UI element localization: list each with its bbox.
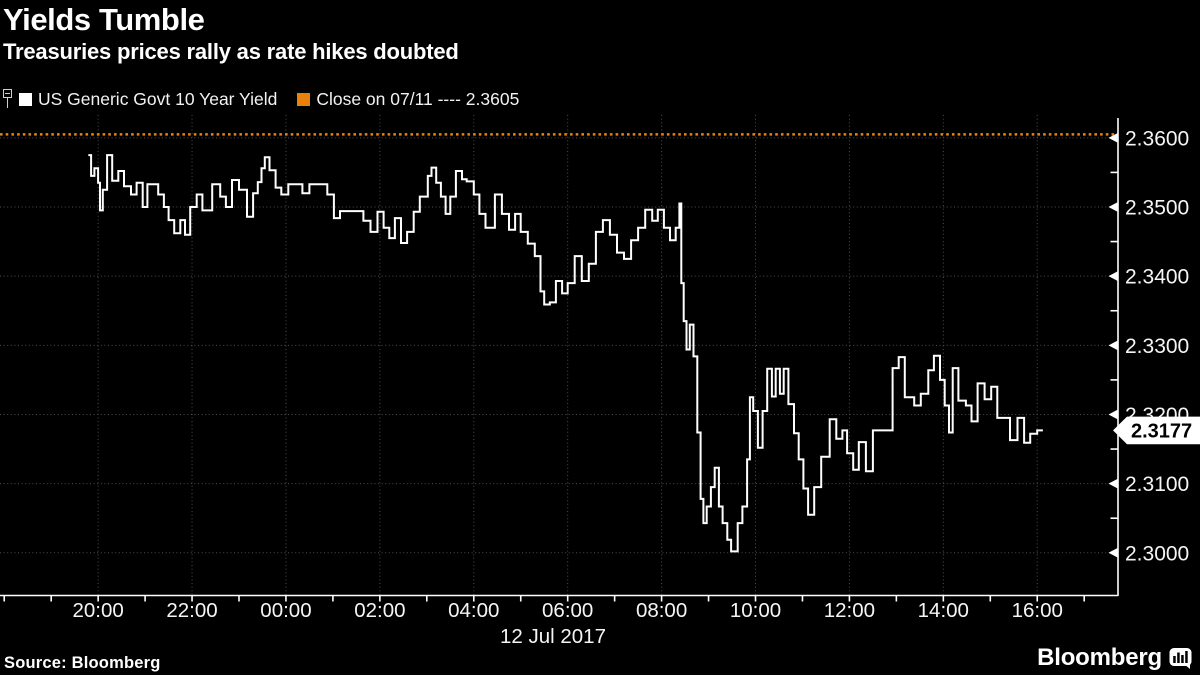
legend-item-close: Close on 07/11 ---- 2.3605 (297, 89, 519, 110)
y-axis-label: 2.3600 (1125, 127, 1189, 150)
y-axis-tick-arrow (1108, 340, 1118, 351)
x-axis-label: 00:00 (260, 599, 311, 622)
y-axis-tick-arrow (1108, 409, 1118, 420)
legend-item-series: US Generic Govt 10 Year Yield (3, 88, 278, 110)
bloomberg-logo: Bloomberg (1037, 644, 1192, 672)
close-legend-label: Close on 07/11 ---- 2.3605 (316, 89, 520, 109)
source-label: Source: Bloomberg (4, 654, 161, 672)
x-axis-label: 08:00 (636, 599, 687, 622)
x-axis-label: 16:00 (1012, 599, 1063, 622)
y-axis-label: 2.3400 (1125, 266, 1189, 289)
x-axis-label: 12:00 (824, 599, 875, 622)
series-legend-label: US Generic Govt 10 Year Yield (38, 89, 278, 109)
x-axis-label: 22:00 (166, 599, 217, 622)
y-axis-label: 2.3300 (1125, 335, 1189, 358)
x-axis-label: 06:00 (542, 599, 593, 622)
series-swatch-icon (19, 93, 32, 106)
y-axis-tick-arrow (1108, 271, 1118, 282)
close-swatch-icon (297, 93, 311, 106)
y-axis-tick-arrow (1108, 201, 1118, 212)
tracker-pin-icon (3, 88, 14, 110)
bloomberg-bubble-chart-icon (1169, 648, 1192, 669)
x-axis-label: 02:00 (354, 599, 405, 622)
y-axis-tick-arrow (1108, 547, 1118, 558)
y-axis-tick-arrow (1108, 478, 1118, 489)
y-axis-label: 2.3100 (1125, 473, 1189, 496)
y-axis-label: 2.3500 (1125, 196, 1189, 219)
bloomberg-logo-text: Bloomberg (1037, 644, 1162, 671)
yield-series-line (88, 154, 1043, 553)
page-subtitle: Treasuries prices rally as rate hikes do… (3, 39, 459, 64)
x-axis-label: 10:00 (730, 599, 781, 622)
chart-header: Yields Tumble Treasuries prices rally as… (3, 2, 459, 65)
y-axis-tick-arrow (1108, 132, 1118, 143)
last-price-label: 2.3177 (1131, 420, 1192, 442)
legend: US Generic Govt 10 Year Yield Close on 0… (3, 88, 519, 110)
y-axis-label: 2.3000 (1125, 542, 1189, 565)
x-axis-label: 04:00 (448, 599, 499, 622)
x-axis-label: 20:00 (72, 599, 123, 622)
last-price-badge (1113, 416, 1200, 445)
page-title: Yields Tumble (3, 2, 205, 37)
x-axis-label: 14:00 (918, 599, 969, 622)
date-label: 12 Jul 2017 (500, 625, 606, 648)
